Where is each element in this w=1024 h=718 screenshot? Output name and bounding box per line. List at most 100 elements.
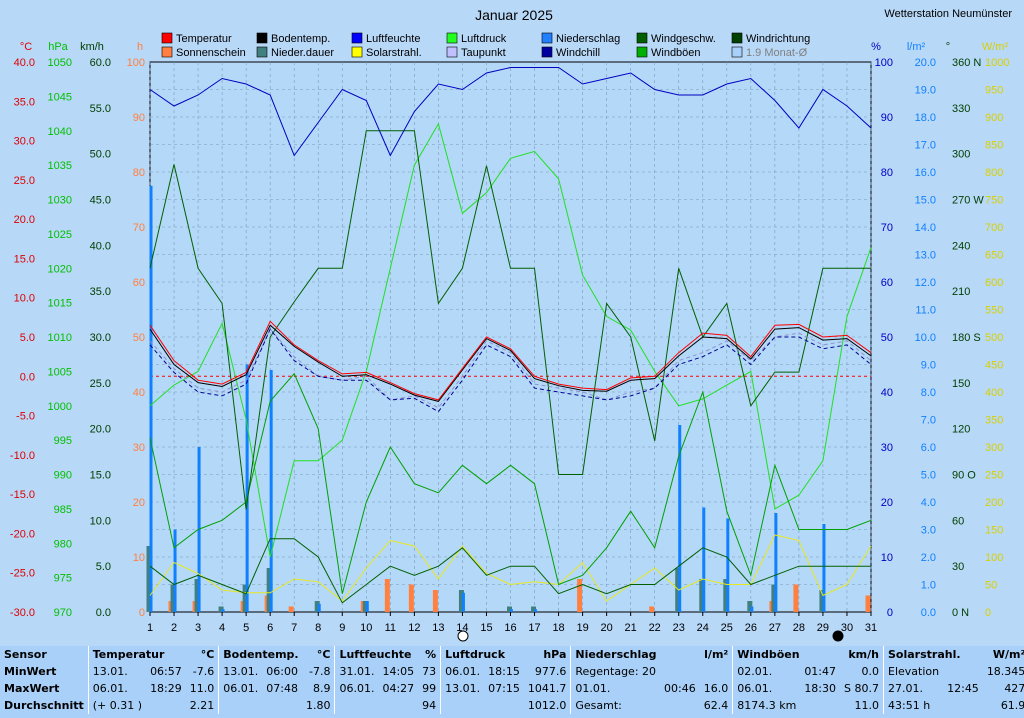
stats-cell	[262, 697, 302, 714]
tick-label-hours: 90	[133, 112, 145, 124]
tick-label-solar: 550	[985, 305, 1003, 317]
stats-unit: km/h	[848, 648, 879, 661]
tick-label-wind: 45.0	[90, 195, 111, 207]
tick-label-wind: 55.0	[90, 103, 111, 115]
tick-label-solar: 100	[985, 552, 1003, 564]
tick-label-solar: 50	[985, 580, 997, 592]
stats-cell	[440, 697, 485, 714]
legend-label: Taupunkt	[461, 47, 506, 59]
tick-label-precip: 3.0	[921, 525, 936, 537]
stats-cell: 00:46	[664, 682, 696, 695]
stats-title: Solarstrahl.	[888, 648, 961, 661]
tick-label-solar: 750	[985, 195, 1003, 207]
stats-cell: 18:30	[804, 682, 837, 695]
tick-label-pressure: 985	[54, 504, 72, 516]
tick-label-solar: 0	[985, 607, 991, 619]
tick-label-precip: 7.0	[921, 415, 936, 427]
bar-niederdauer	[531, 606, 537, 612]
legend-label: Windchill	[556, 47, 600, 59]
legend-label: Nieder.dauer	[271, 47, 334, 59]
tick-label-solar: 400	[985, 387, 1003, 399]
bar-niederdauer	[747, 601, 753, 612]
tick-label-precip: 15.0	[915, 195, 936, 207]
tick-label-humidity: 10	[881, 552, 893, 564]
legend-label: Windgeschw.	[651, 33, 716, 45]
tick-label-wind: 20.0	[90, 424, 111, 436]
bar-sonnenschein	[432, 590, 438, 612]
legend-swatch	[161, 32, 173, 44]
bar-niederdauer	[819, 590, 825, 612]
tick-label-precip: 11.0	[915, 305, 936, 317]
tick-label-wind: 60.0	[90, 57, 111, 69]
tick-label-humidity: 70	[881, 222, 893, 234]
stats-unit: l/m²	[704, 648, 729, 661]
x-tick-label: 28	[793, 622, 805, 634]
tick-label-precip: 8.0	[921, 387, 936, 399]
x-tick-label: 3	[195, 622, 201, 634]
stats-cell: 2.21	[189, 699, 215, 712]
bar-niederdauer	[242, 584, 248, 612]
x-tick-label: 15	[480, 622, 492, 634]
stats-cell: 02.01.	[732, 663, 801, 680]
chart-title: Januar 2025	[475, 7, 553, 23]
tick-label-wind: 30.0	[90, 332, 111, 344]
series-line-windchill	[149, 328, 872, 413]
tick-label-precip: 20.0	[915, 57, 936, 69]
stats-cell: 62.4	[703, 699, 729, 712]
stats-cell: 18:15	[488, 665, 520, 678]
stats-cell	[943, 697, 983, 714]
legend-label: 1.9 Monat-Ø	[746, 47, 808, 59]
tick-label-precip: 10.0	[915, 332, 936, 344]
stats-cell: 8174.3 km	[732, 697, 801, 714]
x-tick-label: 18	[552, 622, 564, 634]
moon-icons	[457, 630, 844, 642]
bar-niederschlag	[822, 524, 826, 612]
tick-label-humidity: 100	[875, 57, 893, 69]
tick-label-precip: 16.0	[915, 167, 936, 179]
legend-swatch	[446, 46, 458, 58]
stats-cell: (+ 0.31 )	[87, 697, 147, 714]
stats-cell	[484, 697, 524, 714]
tick-label-pressure: 990	[54, 470, 72, 482]
tick-label-dir: 120	[952, 424, 970, 436]
tick-label-hours: 100	[127, 57, 145, 69]
stats-cell: 1.80	[305, 699, 331, 712]
tick-label-humidity: 60	[881, 277, 893, 289]
stats-row: MaxWert 06.01. 18:29 11.0 06.01. 07:48 8.9 06.0…	[0, 680, 1024, 697]
tick-label-temp: 0.0	[20, 371, 35, 383]
bar-niederdauer	[194, 579, 200, 612]
stats-cell: 1012.0	[527, 699, 567, 712]
x-tick-label: 7	[291, 622, 297, 634]
stats-cell: 31.01.	[334, 663, 379, 680]
tick-label-hours: 20	[133, 497, 145, 509]
stats-cell	[800, 697, 840, 714]
tick-label-pressure: 1040	[48, 126, 72, 138]
tick-label-dir: 330	[952, 103, 970, 115]
tick-label-precip: 0.0	[921, 607, 936, 619]
statistics-table: Sensor Temperatur °C Bodentemp. °C Luftfeucht…	[0, 646, 1024, 714]
legend-label: Luftdruck	[461, 33, 507, 45]
tick-label-precip: 5.0	[921, 470, 936, 482]
tick-label-pressure: 1000	[48, 401, 72, 413]
tick-label-solar: 800	[985, 167, 1003, 179]
series-line-luftfeuchte	[149, 67, 872, 157]
bar-niederdauer	[266, 568, 272, 612]
tick-label-pressure: 975	[54, 573, 72, 585]
tick-label-wind: 10.0	[90, 515, 111, 527]
tick-label-precip: 19.0	[915, 85, 936, 97]
tick-label-humidity: 0	[887, 607, 893, 619]
stats-cell: 427	[1004, 682, 1024, 695]
stats-cell: 94	[422, 699, 437, 712]
tick-label-pressure: 1045	[48, 91, 72, 103]
bar-sonnenschein	[865, 595, 871, 612]
legend-label: Windböen	[651, 47, 701, 59]
axis-unit-temp: °C	[20, 41, 32, 53]
axis-unit-precip: l/m²	[907, 41, 926, 53]
bar-niederschlag	[726, 518, 730, 612]
tick-label-pressure: 1015	[48, 298, 72, 310]
x-tick-label: 11	[385, 622, 396, 634]
stats-title: Bodentemp.	[223, 648, 299, 661]
legend-label: Bodentemp.	[271, 33, 330, 45]
tick-label-dir: 270 W	[952, 195, 984, 207]
stats-title: Sensor	[4, 648, 47, 661]
